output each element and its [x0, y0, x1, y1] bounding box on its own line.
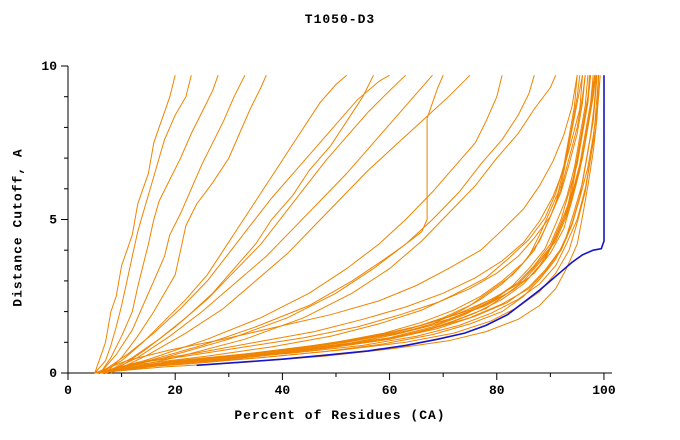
model-curve — [99, 74, 348, 374]
model-curve — [105, 74, 374, 374]
model-curve — [100, 75, 600, 374]
model-curve — [105, 74, 433, 374]
y-tick-label: 5 — [49, 213, 57, 228]
model-curve — [100, 75, 583, 374]
x-tick-label: 80 — [489, 383, 505, 398]
model-curve — [94, 75, 589, 374]
x-tick-label: 0 — [64, 383, 72, 398]
x-tick-label: 100 — [592, 383, 616, 398]
model-curve — [105, 75, 557, 374]
model-curve — [94, 75, 578, 374]
model-curve — [94, 75, 581, 374]
highlight-curve — [196, 75, 605, 367]
x-tick-label: 40 — [275, 383, 291, 398]
model-curve — [94, 75, 592, 374]
x-tick-label: 60 — [382, 383, 398, 398]
model-curve — [105, 75, 503, 374]
model-curve — [94, 75, 600, 374]
y-axis-label: Distance Cutoff, A — [10, 148, 26, 307]
model-curve — [94, 75, 583, 374]
x-axis-label: Percent of Residues (CA) — [234, 408, 446, 423]
y-tick-label: 10 — [41, 59, 57, 74]
model-curve — [94, 75, 578, 374]
model-curve — [94, 75, 596, 374]
x-tick-label: 20 — [167, 383, 183, 398]
model-curve — [94, 75, 176, 374]
model-curve — [94, 75, 597, 374]
model-curve — [105, 74, 267, 374]
model-curve — [94, 75, 600, 374]
model-curve — [94, 75, 598, 374]
model-curve — [94, 75, 586, 374]
model-curve — [110, 74, 471, 374]
model-curve — [99, 74, 246, 374]
model-curve — [94, 75, 192, 374]
model-curve — [99, 74, 390, 374]
model-curve — [100, 75, 596, 374]
chart-title: T1050-D3 — [304, 12, 376, 27]
model-curve — [100, 75, 597, 374]
model-curve — [99, 75, 219, 374]
y-tick-label: 0 — [49, 366, 57, 381]
model-curve — [110, 74, 407, 374]
